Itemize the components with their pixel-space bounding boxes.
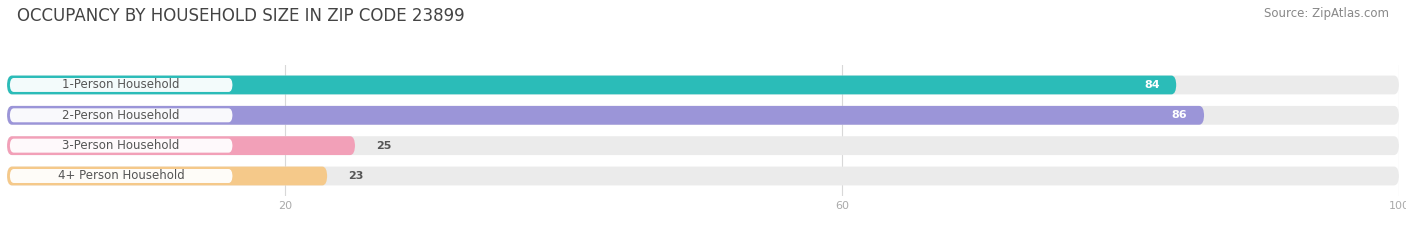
Text: 86: 86 bbox=[1171, 110, 1188, 120]
FancyBboxPatch shape bbox=[10, 108, 232, 122]
FancyBboxPatch shape bbox=[10, 139, 232, 153]
Text: 1-Person Household: 1-Person Household bbox=[62, 79, 180, 92]
FancyBboxPatch shape bbox=[7, 106, 1399, 125]
Text: 84: 84 bbox=[1144, 80, 1160, 90]
FancyBboxPatch shape bbox=[7, 167, 1399, 185]
Text: Source: ZipAtlas.com: Source: ZipAtlas.com bbox=[1264, 7, 1389, 20]
FancyBboxPatch shape bbox=[7, 136, 354, 155]
FancyBboxPatch shape bbox=[7, 75, 1399, 94]
Text: 2-Person Household: 2-Person Household bbox=[62, 109, 180, 122]
Text: 4+ Person Household: 4+ Person Household bbox=[58, 169, 184, 182]
FancyBboxPatch shape bbox=[10, 78, 232, 92]
Text: 23: 23 bbox=[349, 171, 363, 181]
FancyBboxPatch shape bbox=[7, 106, 1204, 125]
Text: 3-Person Household: 3-Person Household bbox=[62, 139, 180, 152]
Text: OCCUPANCY BY HOUSEHOLD SIZE IN ZIP CODE 23899: OCCUPANCY BY HOUSEHOLD SIZE IN ZIP CODE … bbox=[17, 7, 464, 25]
FancyBboxPatch shape bbox=[7, 136, 1399, 155]
FancyBboxPatch shape bbox=[7, 167, 328, 185]
Text: 25: 25 bbox=[375, 141, 391, 151]
FancyBboxPatch shape bbox=[10, 169, 232, 183]
FancyBboxPatch shape bbox=[7, 75, 1177, 94]
